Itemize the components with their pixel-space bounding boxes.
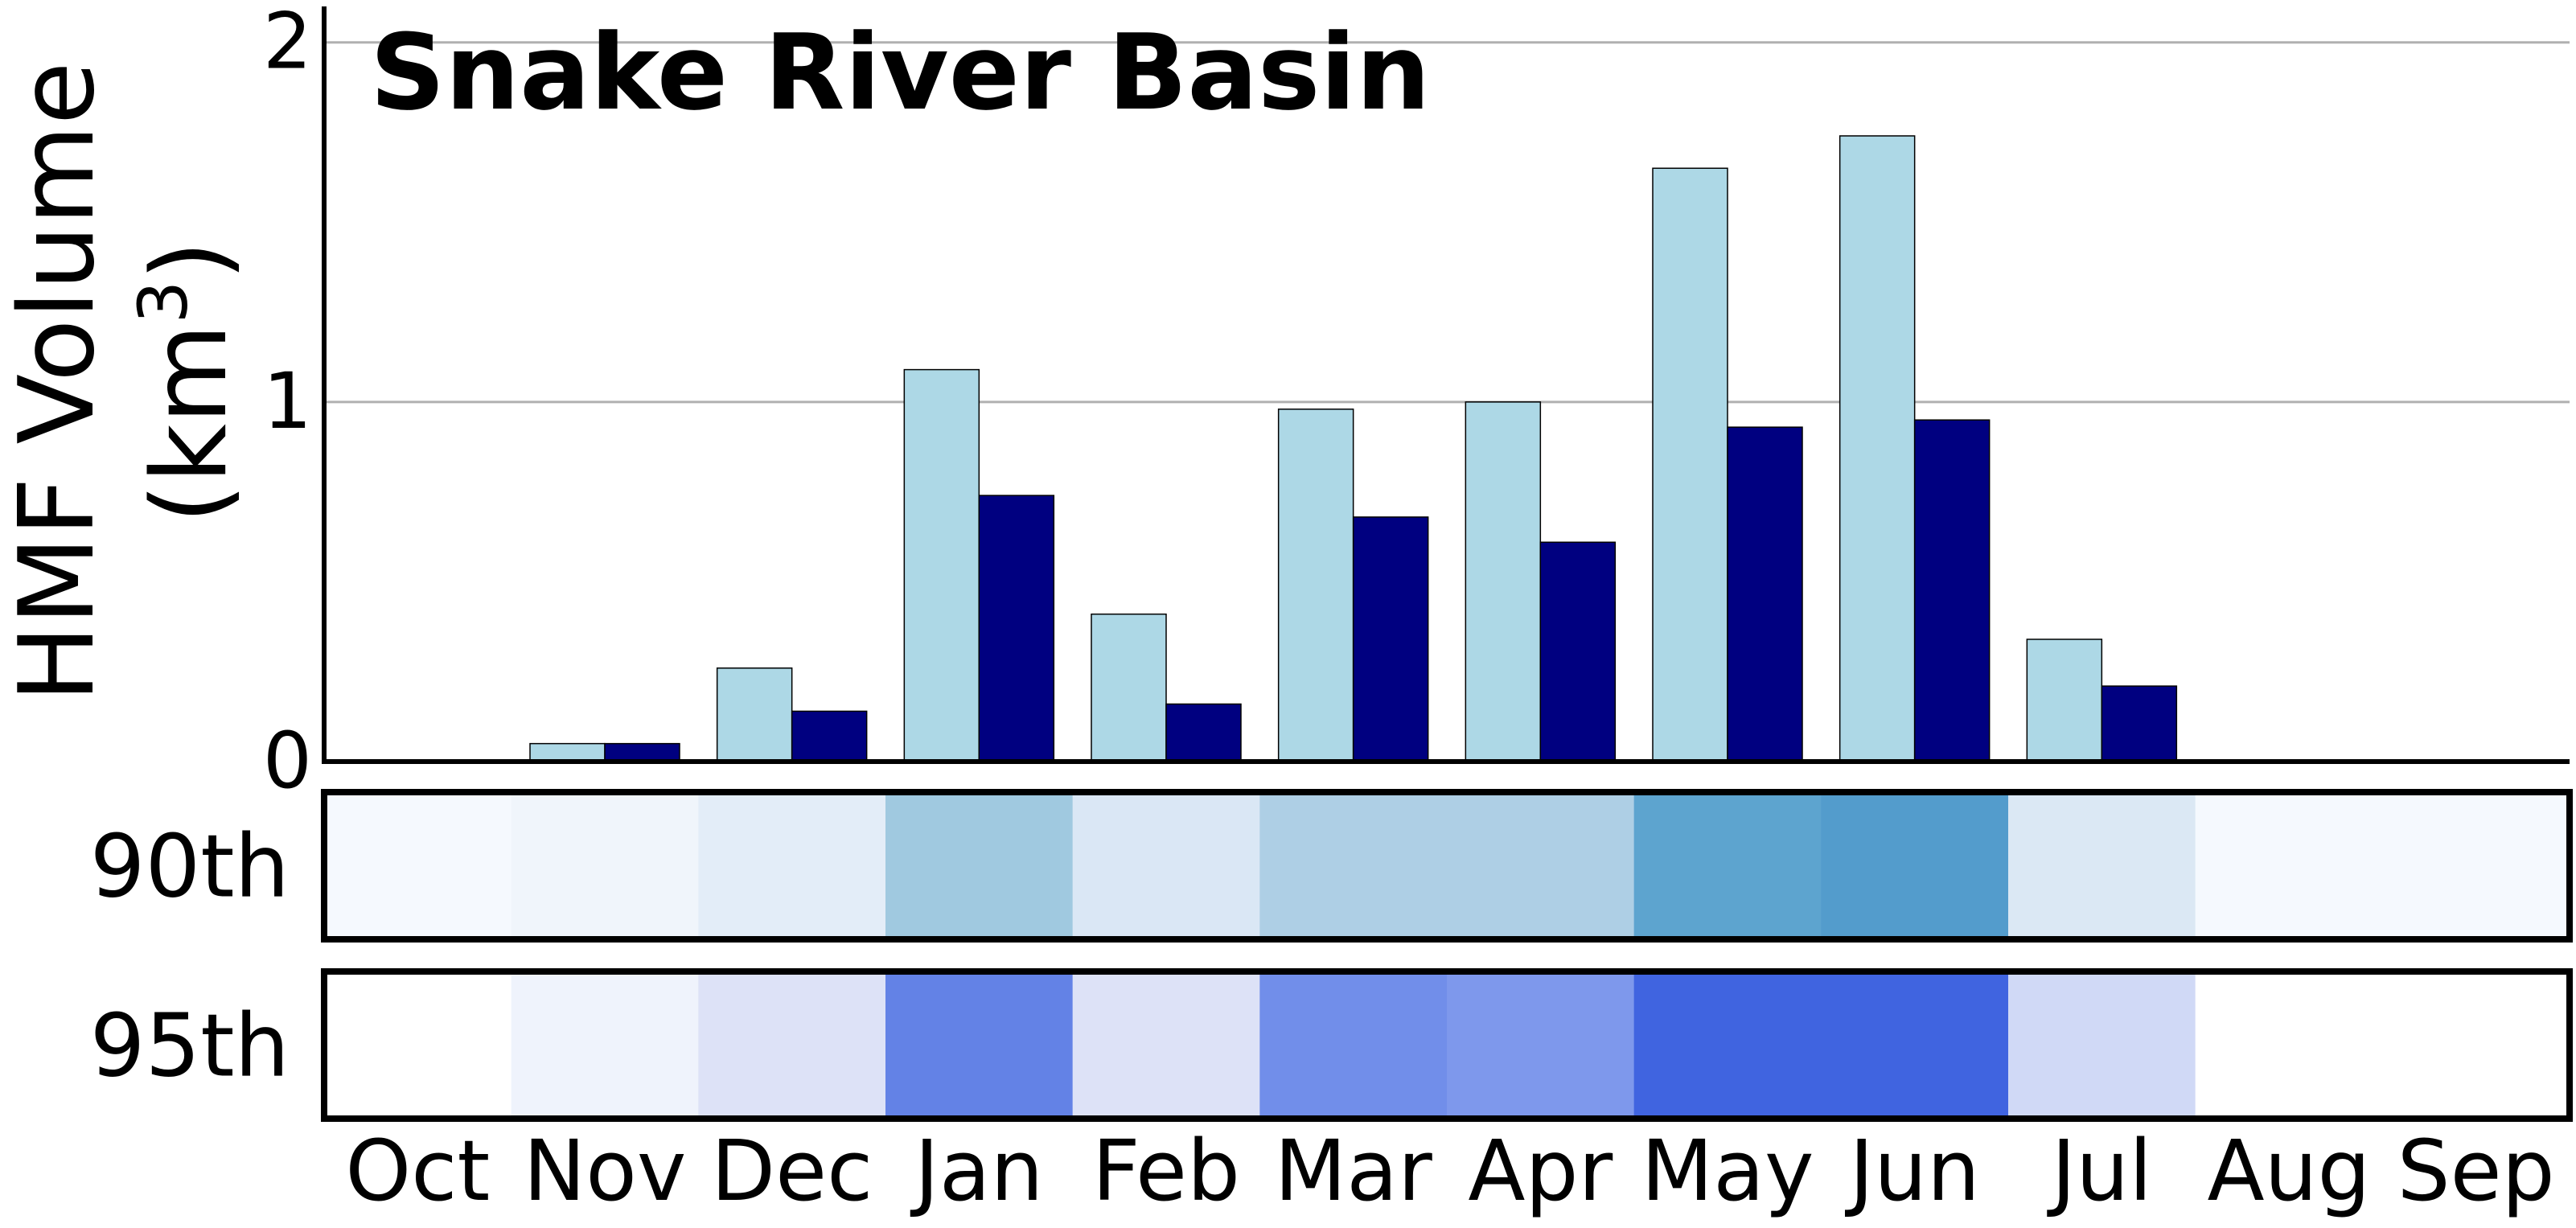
heatmap-cell-95th-sep	[2382, 971, 2570, 1119]
x-tick-label-may: May	[1641, 1122, 1814, 1220]
bar-series1-mar	[1277, 409, 1354, 762]
bar-series1-jul	[2026, 639, 2103, 762]
x-tick-label-feb: Feb	[1092, 1122, 1240, 1220]
x-tick-label-jan: Jan	[910, 1122, 1043, 1220]
gridlines	[324, 41, 2570, 404]
heatmap-cell-90th-sep	[2382, 792, 2570, 939]
heatmap-cell-90th-mar	[1259, 792, 1448, 939]
x-tick-label-nov: Nov	[524, 1122, 687, 1220]
axes	[322, 6, 2570, 764]
bar-series1-may	[1652, 167, 1728, 762]
heatmap-cell-95th-aug	[2195, 971, 2383, 1119]
heatmap-cell-95th-nov	[511, 971, 699, 1119]
x-tick-label-jun: Jun	[1844, 1122, 1980, 1220]
bar-series1-nov	[529, 742, 606, 762]
x-tick-label-aug: Aug	[2207, 1122, 2370, 1220]
heatmap-frame-95th	[321, 968, 2573, 1122]
heatmap-cell-90th-apr	[1447, 792, 1635, 939]
y-tick-label-0: 0	[263, 716, 312, 806]
bar-series2-feb	[1165, 703, 1242, 762]
y-tick-label-1: 1	[263, 356, 312, 446]
bar-series2-jul	[2101, 685, 2178, 762]
x-tick-label-apr: Apr	[1468, 1122, 1613, 1220]
heatmap-cell-90th-nov	[511, 792, 699, 939]
bar-series2-may	[1727, 426, 1803, 762]
heatmap-cell-90th-feb	[1072, 792, 1260, 939]
y-axis-unit-close: )	[130, 240, 250, 281]
y-axis-label: HMF Volume	[0, 61, 117, 702]
heatmap-cell-95th-jul	[2008, 971, 2196, 1119]
heatmap-cell-90th-oct	[324, 792, 512, 939]
heatmap-cell-95th-feb	[1072, 971, 1260, 1119]
bar-series1-feb	[1091, 613, 1167, 762]
heatmap-cell-95th-apr	[1447, 971, 1635, 1119]
y-axis-unit-open: (km	[130, 323, 250, 524]
heatmap-cell-95th-may	[1633, 971, 1822, 1119]
bar-series1-apr	[1465, 401, 1542, 762]
bars	[529, 135, 2178, 762]
y-axis-unit: (km3)	[124, 240, 250, 524]
chart-title: Snake River Basin	[370, 11, 1431, 133]
bar-series2-jun	[1913, 419, 1991, 762]
bar-series1-jan	[903, 368, 980, 762]
bar-series2-dec	[791, 710, 868, 762]
heatmap-row-label-90th: 90th	[90, 817, 290, 918]
bar-series1-dec	[716, 667, 793, 762]
x-tick-label-oct: Oct	[345, 1122, 490, 1220]
heatmap-frame-90th	[321, 789, 2573, 943]
bar-series2-apr	[1539, 541, 1617, 762]
heatmap-cell-90th-dec	[698, 792, 886, 939]
heatmap-cell-95th-oct	[324, 971, 512, 1119]
bar-series2-nov	[604, 742, 680, 762]
heatmap-cell-95th-dec	[698, 971, 886, 1119]
bar-series2-mar	[1352, 516, 1429, 762]
heatmap-cell-95th-jan	[885, 971, 1074, 1119]
x-tick-label-mar: Mar	[1275, 1122, 1432, 1220]
heatmap-cell-90th-jan	[885, 792, 1074, 939]
heatmap-cell-90th-may	[1633, 792, 1822, 939]
y-axis-unit-superscript: 3	[124, 281, 203, 323]
x-tick-label-sep: Sep	[2397, 1122, 2555, 1220]
heatmap-cell-90th-aug	[2195, 792, 2383, 939]
heatmap-cell-90th-jun	[1821, 792, 2009, 939]
y-tick-label-2: 2	[263, 0, 312, 87]
y-tick-labels: 0 1 2	[263, 0, 312, 806]
heatmap-strips: 90th 95th	[90, 789, 2573, 1122]
x-tick-label-dec: Dec	[711, 1122, 873, 1220]
heatmap-cell-95th-mar	[1259, 971, 1448, 1119]
x-tick-label-jul: Jul	[2047, 1122, 2152, 1220]
heatmap-row-label-95th: 95th	[90, 996, 290, 1097]
bar-series2-jan	[978, 495, 1055, 762]
heatmap-cell-90th-jul	[2008, 792, 2196, 939]
bar-series1-jun	[1839, 135, 1916, 762]
heatmap-cell-95th-jun	[1821, 971, 2009, 1119]
x-tick-labels: Oct Nov Dec Jan Feb Mar Apr May Jun Jul Aug Sep	[345, 1122, 2554, 1220]
